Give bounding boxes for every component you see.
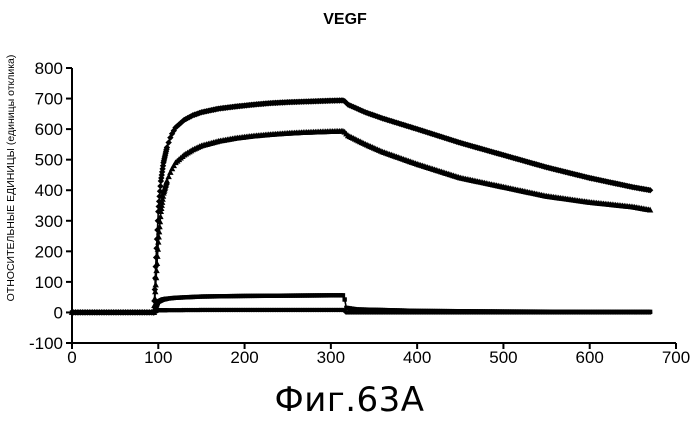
plot-area bbox=[69, 97, 654, 315]
y-tick-label: 500 bbox=[35, 151, 63, 170]
x-tick-label: 700 bbox=[662, 348, 690, 367]
x-tick-label: 500 bbox=[489, 348, 517, 367]
data-point bbox=[341, 293, 345, 297]
chart-title: VEGF bbox=[323, 11, 367, 28]
y-tick-label: 800 bbox=[35, 59, 63, 78]
y-tick-label: 0 bbox=[54, 303, 63, 322]
y-tick-label: -100 bbox=[29, 334, 63, 353]
x-tick-label: 100 bbox=[144, 348, 172, 367]
axes: -100010020030040050060070080001002003004… bbox=[29, 59, 690, 367]
y-tick-label: 400 bbox=[35, 181, 63, 200]
y-tick-label: 100 bbox=[35, 273, 63, 292]
data-point bbox=[648, 310, 652, 314]
x-tick-label: 200 bbox=[230, 348, 258, 367]
figure-caption: Фиг.63А bbox=[0, 380, 699, 420]
y-axis-label: ОТНОСИТЕЛЬНЫЕ ЕДИНИЦЫ (единицы отклика) bbox=[5, 55, 17, 302]
x-tick-label: 300 bbox=[317, 348, 345, 367]
x-tick-label: 600 bbox=[576, 348, 604, 367]
y-tick-label: 600 bbox=[35, 120, 63, 139]
data-point bbox=[154, 260, 160, 266]
data-point bbox=[342, 297, 346, 301]
y-tick-label: 300 bbox=[35, 212, 63, 231]
y-tick-label: 700 bbox=[35, 90, 63, 109]
x-tick-label: 400 bbox=[403, 348, 431, 367]
data-point bbox=[152, 282, 158, 288]
y-tick-label: 200 bbox=[35, 242, 63, 261]
x-tick-label: 0 bbox=[67, 348, 76, 367]
